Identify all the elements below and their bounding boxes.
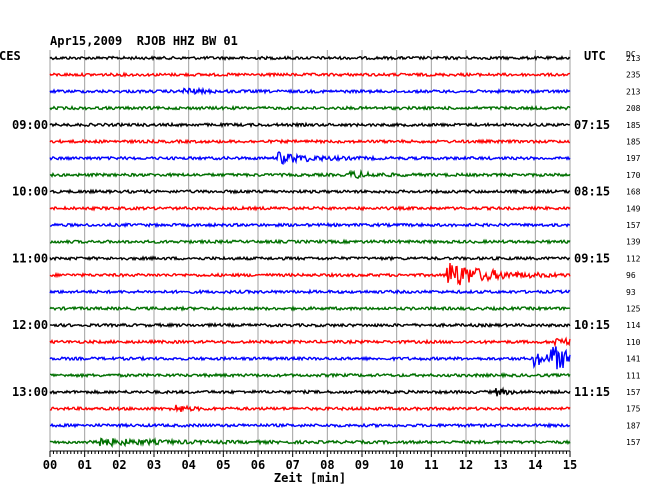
trace-row-12	[49, 255, 571, 262]
x-tick-label: 04	[181, 458, 195, 472]
dc-value: 110	[626, 338, 641, 347]
dc-value: 213	[626, 54, 641, 63]
trace-row-22	[49, 422, 571, 429]
dc-value: 175	[626, 405, 641, 414]
x-tick-label: 12	[459, 458, 473, 472]
trace-row-0	[49, 55, 571, 62]
dc-header-label: DC	[626, 50, 636, 59]
dc-value: 112	[626, 254, 641, 263]
trace-row-6	[49, 151, 571, 165]
dc-value: 111	[626, 371, 641, 380]
dc-value: 157	[626, 221, 641, 230]
x-tick-label: 14	[528, 458, 542, 472]
x-tick-label: 00	[43, 458, 57, 472]
trace-row-18	[49, 346, 571, 370]
right-hour-label: 08:15	[574, 185, 610, 199]
trace-row-14	[49, 288, 571, 295]
dc-value: 157	[626, 388, 641, 397]
trace-row-4	[49, 121, 571, 129]
trace-row-10	[50, 221, 571, 229]
x-tick-label: 08	[320, 458, 334, 472]
trace-row-1	[49, 71, 570, 78]
dc-value: 168	[626, 188, 641, 197]
dc-value: 114	[626, 321, 641, 330]
x-tick-label: 07	[285, 458, 299, 472]
x-tick-label: 10	[389, 458, 403, 472]
left-hour-label: 09:00	[12, 118, 48, 132]
right-hour-label: 07:15	[574, 118, 610, 132]
x-tick-label: 15	[563, 458, 577, 472]
trace-row-8	[49, 188, 571, 195]
dc-value: 141	[626, 355, 641, 364]
x-axis-label: Zeit [min]	[274, 471, 346, 485]
right-hour-label: 11:15	[574, 385, 610, 399]
trace-row-7	[49, 169, 571, 180]
grid	[49, 50, 571, 451]
dc-value: 157	[626, 438, 641, 447]
trace-row-21	[49, 404, 571, 413]
dc-value: 213	[626, 87, 641, 96]
x-tick-label: 11	[424, 458, 438, 472]
trace-row-16	[49, 322, 571, 329]
x-tick-label: 06	[251, 458, 265, 472]
trace-row-5	[49, 138, 571, 145]
right-hour-label: 09:15	[574, 251, 610, 265]
dc-value: 96	[626, 271, 636, 280]
dc-value: 187	[626, 421, 641, 430]
dc-value: 170	[626, 171, 641, 180]
trace-row-19	[49, 371, 571, 379]
right-timezone-label: UTC	[584, 49, 606, 63]
dc-value: 235	[626, 71, 641, 80]
trace-row-11	[49, 238, 571, 245]
x-tick-label: 13	[493, 458, 507, 472]
dc-value: 185	[626, 121, 641, 130]
trace-row-9	[49, 204, 571, 212]
dc-value: 139	[626, 238, 641, 247]
x-tick-label: 01	[77, 458, 91, 472]
left-hour-label: 13:00	[12, 385, 48, 399]
trace-row-17	[49, 336, 571, 348]
dc-value: 197	[626, 154, 641, 163]
trace-row-23	[49, 436, 571, 449]
left-timezone-label: CES	[0, 49, 21, 63]
right-hour-label: 10:15	[574, 318, 610, 332]
left-hour-label: 10:00	[12, 185, 48, 199]
dc-value: 185	[626, 138, 641, 147]
trace-group: 213 235 213 208 185 185 197 170 168 149 157 139 112 9…	[49, 54, 641, 449]
dc-value: 149	[626, 204, 641, 213]
trace-row-13	[49, 262, 571, 286]
dc-value: 93	[626, 288, 636, 297]
x-axis: 09:00 10:00 11:00 12:00 13:00 07:15 08:15 09:15…	[12, 118, 610, 472]
trace-row-2	[49, 86, 571, 96]
dc-value: 125	[626, 305, 641, 314]
left-hour-label: 11:00	[12, 251, 48, 265]
dc-value: 208	[626, 104, 641, 113]
x-tick-label: 02	[112, 458, 126, 472]
x-tick-label: 05	[216, 458, 230, 472]
x-tick-label: 09	[355, 458, 369, 472]
trace-row-20	[49, 386, 571, 397]
left-hour-label: 12:00	[12, 318, 48, 332]
trace-row-15	[49, 305, 571, 312]
trace-row-3	[49, 104, 571, 112]
x-tick-label: 03	[147, 458, 161, 472]
chart-title: Apr15,2009 RJOB HHZ BW 01	[50, 34, 238, 48]
